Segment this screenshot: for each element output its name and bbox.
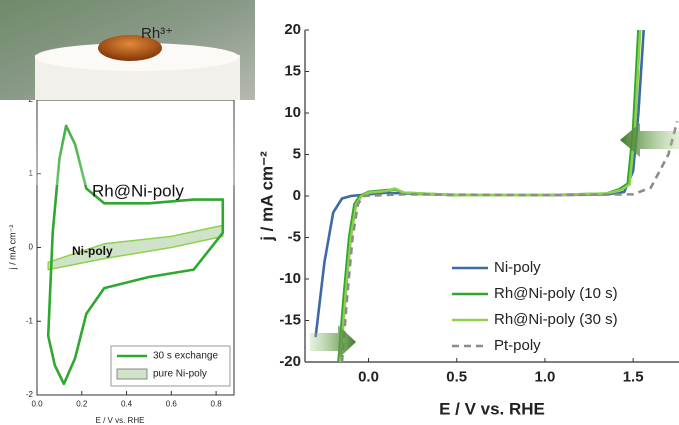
y-tick-label: -10: [279, 270, 301, 287]
legend-swatch: [117, 369, 147, 379]
legend-label: 30 s exchange: [153, 351, 218, 362]
y-tick-label: 20: [284, 21, 301, 38]
legend-label: pure Ni-poly: [153, 369, 207, 380]
legend-label: Ni-poly: [494, 259, 541, 276]
y-tick-label: -5: [288, 228, 301, 245]
figure: -2-10120.00.20.40.60.8E / V vs. RHEj / m…: [0, 0, 679, 425]
x-tick-label: 1.5: [623, 368, 644, 385]
x-tick-label: 0.4: [121, 399, 133, 408]
x-tick-label: 0.0: [31, 399, 43, 408]
y-tick-label: 15: [284, 62, 301, 79]
y-tick-label: 10: [284, 104, 301, 121]
y-tick-label: 0: [293, 187, 301, 204]
y-tick-label: -1: [26, 316, 34, 325]
y-tick-label: 5: [293, 145, 301, 162]
legend-label: Pt-poly: [494, 337, 541, 354]
x-tick-label: 0.5: [446, 368, 467, 385]
y-tick-label: -2: [26, 390, 34, 399]
y-tick-label: -15: [279, 311, 301, 328]
y-tick-label: 0: [29, 243, 34, 252]
legend-label: Rh@Ni-poly (30 s): [494, 311, 618, 328]
photo: Rh³⁺: [0, 0, 255, 185]
x-tick-label: 0.0: [358, 368, 379, 385]
photo-label: Rh³⁺: [141, 25, 173, 42]
x-axis-label: E / V vs. RHE: [96, 416, 145, 425]
legend-label: Rh@Ni-poly (10 s): [494, 285, 618, 302]
x-tick-label: 0.8: [211, 399, 223, 408]
y-tick-label: -20: [279, 353, 301, 370]
main-chart: -20 -15 -10 -5 0 5 10 15 20 0.0 0.5 1.0 1.5 E / V vs.…: [257, 21, 679, 419]
x-tick-label: 0.6: [166, 399, 178, 408]
x-tick-label: 1.0: [534, 368, 555, 385]
y-axis-label: j / mA cm⁻²: [7, 225, 17, 271]
annotation: Ni-poly: [72, 244, 113, 258]
x-tick-label: 0.2: [76, 399, 88, 408]
x-axis-label: E / V vs. RHE: [439, 399, 545, 418]
y-axis-label: j / mA cm⁻²: [257, 151, 276, 242]
